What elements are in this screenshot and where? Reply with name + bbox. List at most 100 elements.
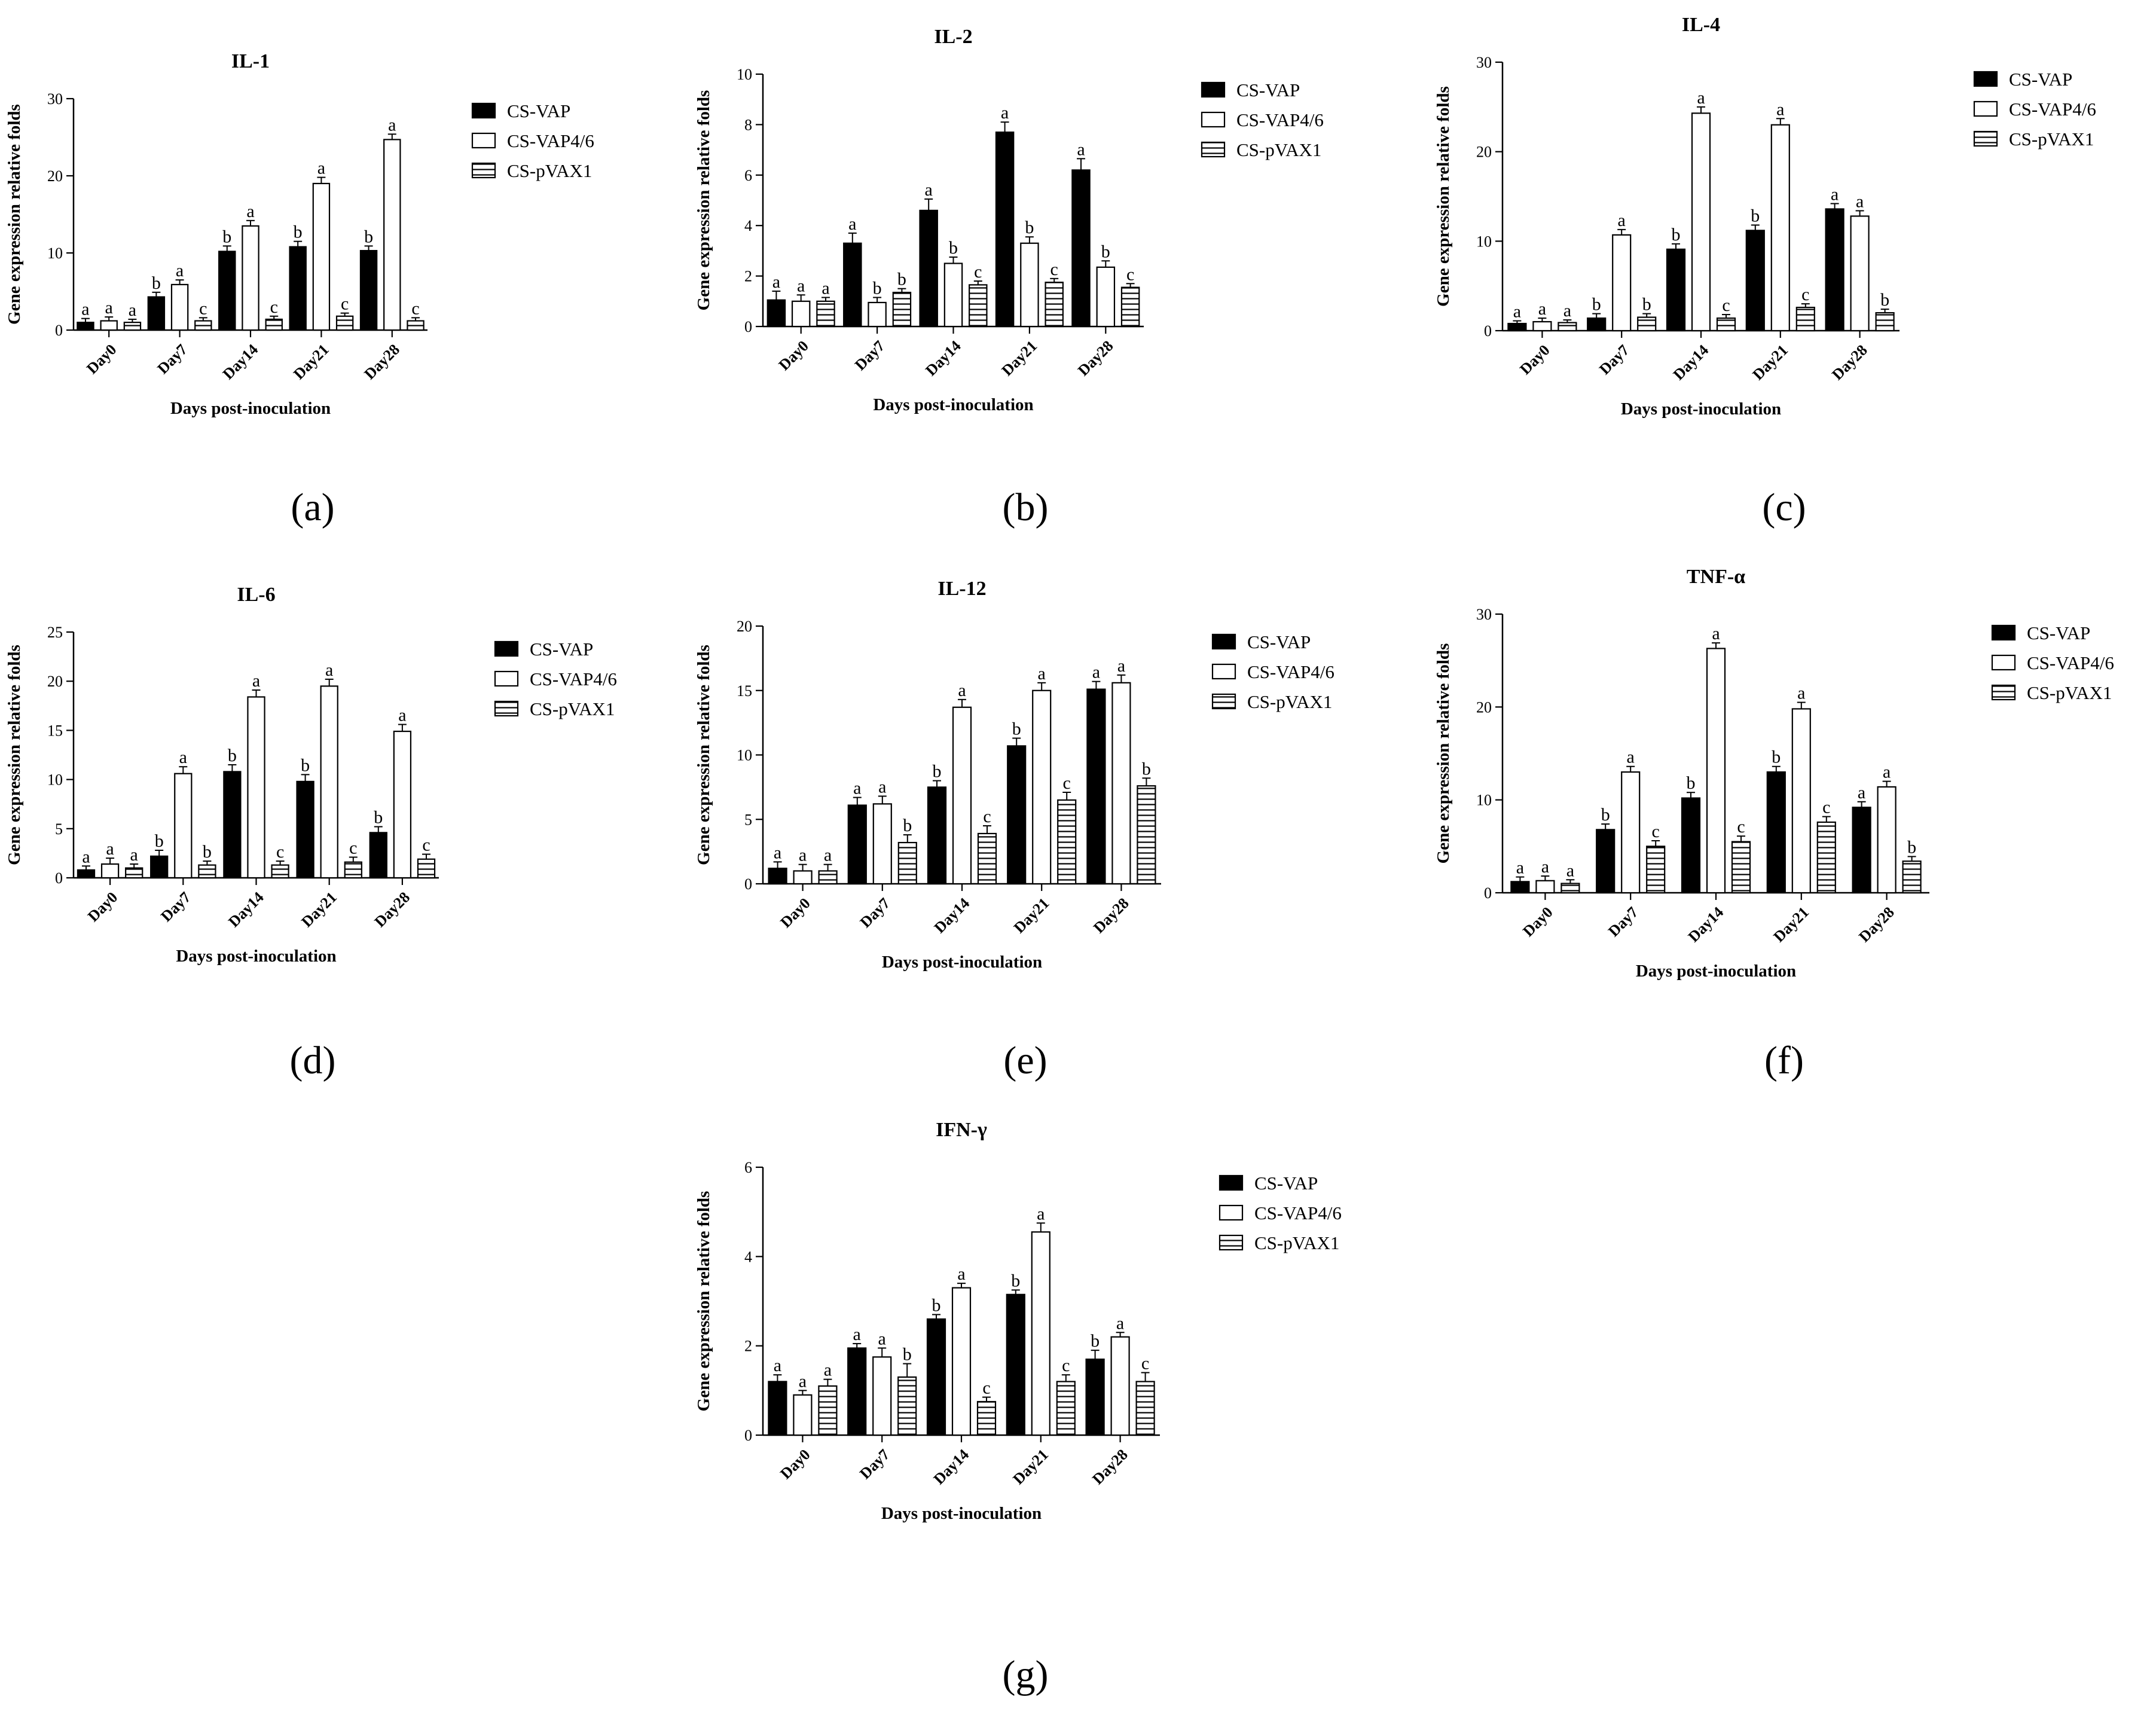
bar-cs-vap-day21 <box>1006 1293 1025 1436</box>
bar-cs-vap4-6-day7 <box>170 283 189 331</box>
y-tick-label: 20 <box>1476 144 1492 161</box>
chart-title: IL-4 <box>1682 14 1720 36</box>
bar-cs-pvax1-day14 <box>1731 841 1751 894</box>
significance-label: c <box>1141 1353 1149 1373</box>
bar-cs-vap-day14 <box>218 251 236 331</box>
legend-swatch <box>1991 624 2016 641</box>
significance-label: b <box>1642 295 1651 315</box>
significance-label: c <box>1737 817 1745 837</box>
legend: CS-VAP CS-VAP4/6 CS-pVAX1 <box>1973 69 2096 149</box>
bar-cs-vap-day14 <box>1681 797 1701 894</box>
legend: CS-VAP CS-VAP4/6 CS-pVAX1 <box>494 639 617 719</box>
legend-swatch <box>1211 633 1236 650</box>
significance-label: a <box>797 276 805 295</box>
y-axis-label: Gene expression relative folds <box>1434 86 1453 307</box>
bar-cs-pvax1-day28 <box>1120 286 1140 328</box>
bar-cs-vap-day21 <box>1007 745 1027 885</box>
x-axis-label: Days post-inoculation <box>170 399 331 418</box>
legend-label: CS-pVAX1 <box>2027 682 2112 703</box>
bar-cs-vap-day14 <box>927 786 947 885</box>
bar-cs-pvax1-day7 <box>892 291 912 328</box>
bar-cs-vap4-6-day28 <box>1096 266 1116 328</box>
legend-label: CS-VAP <box>1236 80 1300 100</box>
bar-cs-pvax1-day0 <box>818 1385 838 1436</box>
significance-label: c <box>1822 798 1830 817</box>
significance-label: a <box>176 261 184 280</box>
x-tick-label: Day14 <box>931 895 973 937</box>
significance-label: a <box>1116 1313 1124 1333</box>
bar-cs-vap4-6-day14 <box>952 706 972 885</box>
x-tick-label: Day0 <box>83 341 120 377</box>
x-tick-label: Day0 <box>1516 341 1553 378</box>
x-axis-label: Days post-inoculation <box>873 395 1033 414</box>
significance-label: a <box>81 300 89 319</box>
bar-cs-vap-day7 <box>147 296 166 331</box>
bar-cs-vap4-6-day7 <box>868 301 887 328</box>
legend-label: CS-pVAX1 <box>507 160 592 181</box>
legend-label: CS-VAP <box>2027 622 2090 643</box>
bar-cs-pvax1-day28 <box>1137 785 1156 885</box>
x-tick-label: Day0 <box>777 1446 813 1482</box>
x-tick-label: Day14 <box>1670 341 1712 384</box>
bar-cs-pvax1-day14 <box>271 864 289 879</box>
significance-label: c <box>1126 264 1134 284</box>
chart-panel-a: IL-1 0 10 20 30 Gene expression relative fold… <box>5 50 594 529</box>
bar-cs-vap-day0 <box>1507 322 1527 332</box>
bar-cs-pvax1-day14 <box>976 1400 997 1436</box>
significance-label: a <box>1627 747 1635 767</box>
significance-label: a <box>799 1371 807 1391</box>
bar-cs-vap4-6-day21 <box>1791 708 1811 894</box>
significance-label: a <box>1697 88 1705 108</box>
significance-label: a <box>822 278 829 298</box>
y-tick-label: 5 <box>744 811 752 828</box>
significance-label: b <box>374 808 383 828</box>
bar-cs-vap-day28 <box>1086 688 1106 885</box>
bar-cs-pvax1-day0 <box>1560 883 1580 894</box>
significance-label: b <box>1687 773 1696 793</box>
significance-label: c <box>1722 295 1730 315</box>
y-tick-label: 20 <box>737 618 752 635</box>
bar-cs-vap-day7 <box>847 804 867 885</box>
bar-cs-pvax1-day7 <box>897 1376 917 1436</box>
chart-title: TNF-α <box>1687 566 1745 588</box>
chart-panel-f: TNF-α 0 10 20 30 Gene expression relative fol… <box>1434 566 2114 1082</box>
y-tick-label: 0 <box>55 869 63 887</box>
bar-cs-vap4-6-day21 <box>320 685 338 879</box>
x-tick-label: Day28 <box>371 889 414 931</box>
legend-swatch <box>1991 654 2016 671</box>
x-tick-label: Day14 <box>930 1446 973 1488</box>
panel-label: (a) <box>291 486 334 529</box>
x-tick-label: Day28 <box>361 341 403 383</box>
chart-title: IL-6 <box>237 584 275 606</box>
bar-cs-pvax1-day21 <box>1057 799 1077 885</box>
legend-swatch <box>1211 663 1236 680</box>
significance-label: a <box>1516 858 1524 878</box>
bar-cs-pvax1-day28 <box>1902 860 1922 894</box>
y-tick-label: 4 <box>744 1248 752 1265</box>
y-tick-label: 20 <box>47 673 63 690</box>
x-tick-label: Day14 <box>922 337 964 380</box>
bar-cs-vap4-6-day21 <box>1770 124 1790 332</box>
significance-label: a <box>325 660 333 680</box>
significance-label: b <box>903 816 912 835</box>
legend-swatch <box>494 640 519 657</box>
panel-label: (b) <box>1003 486 1049 529</box>
significance-label: a <box>1712 624 1720 643</box>
legend-swatch <box>1991 684 2016 701</box>
significance-label: a <box>1883 762 1891 782</box>
bar-cs-vap-day14 <box>1666 248 1686 332</box>
legend-swatch <box>494 700 519 717</box>
significance-label: c <box>276 842 284 862</box>
bar-cs-pvax1-day28 <box>1135 1381 1155 1436</box>
y-tick-label: 0 <box>1484 884 1492 902</box>
significance-label: a <box>1618 210 1626 230</box>
bar-cs-pvax1-day7 <box>897 841 917 885</box>
legend-label: CS-pVAX1 <box>530 698 615 719</box>
bar-cs-pvax1-day21 <box>1816 821 1836 894</box>
y-axis-label: Gene expression relative folds <box>694 90 713 311</box>
x-tick-label: Day7 <box>157 889 194 925</box>
bar-cs-vap4-6-day7 <box>1621 771 1641 894</box>
bar-cs-vap4-6-day21 <box>312 182 331 331</box>
y-tick-label: 10 <box>1476 792 1492 809</box>
bar-cs-pvax1-day0 <box>816 300 835 328</box>
